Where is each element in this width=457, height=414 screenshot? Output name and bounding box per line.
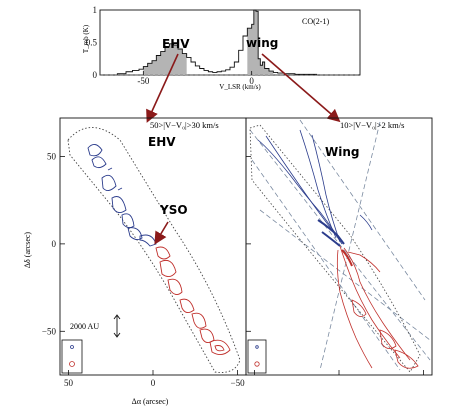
blue-contour [121,213,135,229]
x-tick-label: −50 [231,378,246,388]
spectrum-panel: -50 000.51 T_mb (K) V_LSR (km/s) CO(2-1) … [82,5,361,91]
blue-contour [127,227,143,241]
wing-annotation: wing [246,36,278,50]
red-contour [167,278,183,295]
wing-velocity-range: 10>|V−V₀|>2 km/s [340,120,404,130]
red-contour [341,249,353,267]
red-contour [155,246,171,260]
red-contour [343,247,411,361]
ehv-xlabel: Δα (arcsec) [132,397,169,406]
beam-box [61,339,83,374]
ehv-contours [87,144,231,355]
wing-connector-arrow [261,53,341,123]
y-tick-label: −50 [42,326,57,336]
spectrum-shaded-ranges [143,10,274,75]
yso-arrow [154,221,169,245]
beam-ellipse [70,345,74,349]
ehv-annotation: EHV [162,37,190,51]
ehv-map-coverage-outline [67,127,241,373]
scale-bar-label: 2000 AU [70,322,99,331]
spectrum-x-tick-label: 0 [249,76,254,86]
wing-blue-lobe [257,129,373,247]
wing-beam-box [247,339,267,374]
ehv-map-frame [59,117,247,376]
red-contour [351,299,367,317]
red-contour [214,345,225,352]
spectrum-line-label: CO(2-1) [302,17,329,26]
wing-beam-ellipse [254,361,260,367]
ehv-ylabel: Δδ (arcsec) [23,232,32,269]
x-tick-label: 0 [151,378,156,388]
wing-panel-title: Wing [325,145,359,159]
red-contour [339,245,401,359]
ehv-blue-lobe [87,144,157,247]
scale-bar-arrows [113,314,121,338]
ehv-velocity-range: 50>|V−V₀|>30 km/s [150,120,219,130]
spectrum-shaded-range-1 [143,43,187,75]
wing-beam-ellipse [255,345,259,349]
spectrum-ticks: -50 0 0 0.5 1 [86,5,360,86]
red-contour [394,349,419,369]
ehv-red-lobe [155,246,231,355]
blue-contour [359,214,373,231]
spectrum-ylabel: T_mb (K) [82,24,90,53]
blue-contour [317,219,345,245]
red-contour [179,298,195,313]
blue-contour [299,129,337,239]
blue-contour [311,134,341,243]
spectrum-y-tick-label: 0.5 [86,38,98,48]
spectrum-x-tick-label: -50 [137,76,149,86]
wing-cone-lines [249,119,431,371]
yso-label: YSO [159,203,188,217]
blue-contour [87,144,103,157]
red-contour [336,249,373,369]
beam-ellipse [69,361,75,367]
blue-contour [111,196,127,213]
ehv-panel-title: EHV [148,135,176,149]
blue-contour [139,234,157,247]
wing-map-panel: Wing 10>|V−V₀|>2 km/s [245,117,433,376]
spectrum-xlabel: V_LSR (km/s) [219,83,261,91]
red-contour [199,328,215,343]
red-contour [379,329,397,349]
blue-contour [91,156,107,169]
spectrum-y-tick-label: 1 [93,5,98,15]
ehv-connector-arrow [146,53,179,123]
blue-contour [117,187,123,191]
y-tick-label: 0 [52,239,57,249]
blue-contour [257,139,341,241]
spectrum-y-tick-label: 0 [93,70,98,80]
ehv-map-panel: YSO EHV 50>|V−V₀|>30 km/s 2000 AU 50 0 −50… [23,117,247,406]
spectrum-line [100,9,360,76]
y-tick-label: 50 [47,151,57,161]
blue-contour [321,231,341,247]
red-contour [159,259,177,277]
x-tick-label: 50 [64,378,74,388]
ehv-axis-ticks: 50 0 −50 50 0 −50 [42,151,245,388]
blue-contour [101,174,117,191]
spectrum-shaded-range-2 [247,10,274,75]
wing-red-lobe [336,245,419,369]
blue-contour [107,167,113,171]
red-contour [347,251,381,273]
red-contour [191,312,207,329]
wing-axis-ticks [246,156,424,375]
red-contour [209,339,231,355]
